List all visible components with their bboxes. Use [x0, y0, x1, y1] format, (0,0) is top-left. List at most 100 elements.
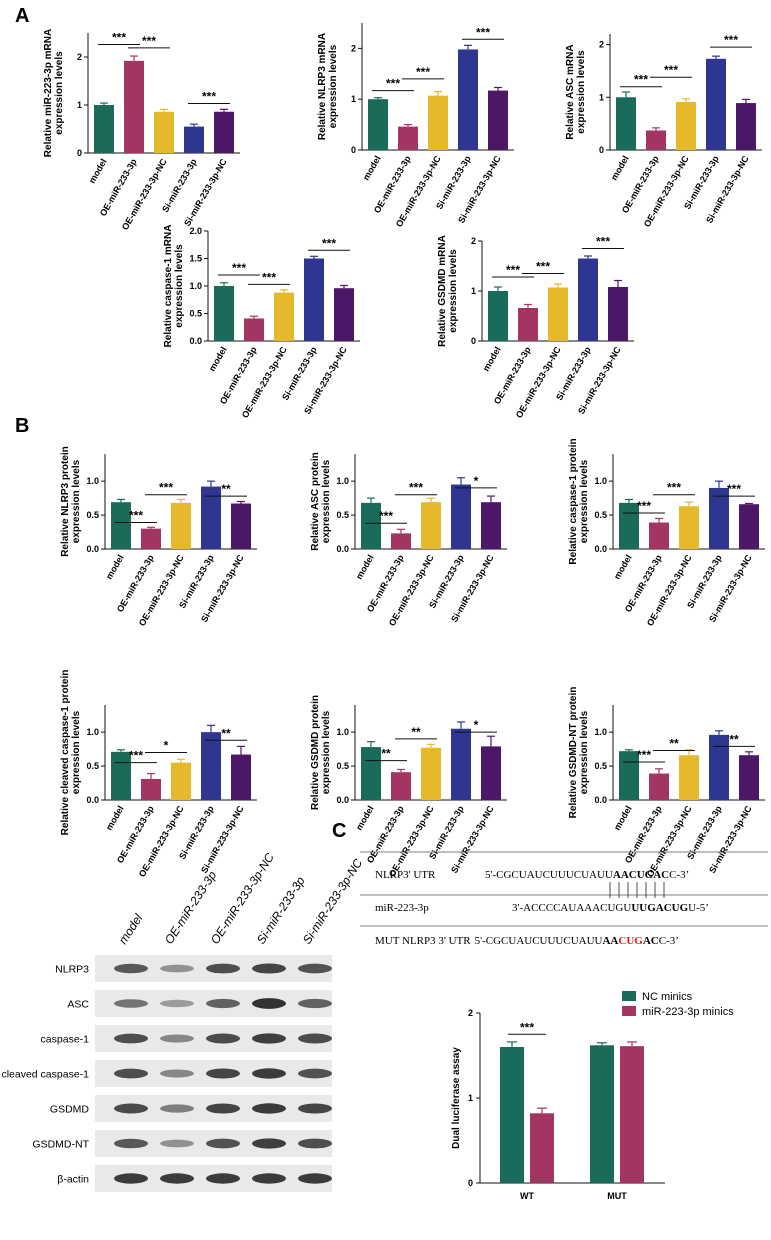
y-tick-label: 0.5: [336, 510, 349, 520]
blot-lane-header-4: Si-miR-233-3p-NC: [300, 856, 366, 947]
bar-0: [619, 502, 639, 549]
bar-4: [334, 288, 354, 341]
bar-1: [391, 533, 411, 549]
bar-1: [646, 130, 666, 150]
sig-label: ***: [596, 235, 610, 249]
blot-row-label-1: ASC: [67, 999, 89, 1011]
blot-lane-header-0: model: [116, 911, 146, 946]
bar-3: [451, 728, 471, 800]
x-tick-label: model: [104, 553, 126, 581]
bar-4: [481, 502, 501, 549]
sig-label: ***: [664, 63, 678, 77]
bar-1: [518, 308, 538, 341]
sig-label: ***: [159, 481, 173, 495]
bar-1: [124, 60, 144, 154]
y-axis-label: Relative GSDMD-NT protein: [568, 687, 579, 819]
bar-chart-2: 0 1 2 Relative ASC mRNA expression levels mod…: [565, 33, 762, 229]
y-axis-label: Relative caspase-1 mRNA: [163, 225, 174, 348]
y-axis-label: expression levels: [579, 459, 590, 543]
bar-1: [391, 772, 411, 800]
sig-label: *: [474, 718, 479, 732]
bar-2: [154, 111, 174, 153]
y-tick-label: 0.0: [336, 544, 349, 554]
y-tick-label: 1.0: [594, 476, 607, 486]
seq-row1: 5'-CGCUAUCUUUCUAUUAACUGACC-3’: [485, 869, 689, 881]
sig-label: ***: [506, 263, 520, 277]
x-tick-label: WT: [520, 1191, 534, 1201]
y-tick-label: 0: [468, 1178, 473, 1188]
bar-2: [171, 762, 191, 800]
blot-band-2-1: [160, 1034, 194, 1043]
y-tick-label: 0: [599, 145, 604, 155]
sig-label: **: [221, 726, 231, 740]
bar-4: [608, 287, 628, 341]
legend-label-1: miR-223-3p minics: [642, 1006, 734, 1018]
sig-label: ***: [416, 65, 430, 79]
seq-row2-label: miR-223-3p: [375, 902, 429, 914]
y-tick-label: 0: [351, 145, 356, 155]
y-axis-label: Dual luciferase assay: [451, 1047, 462, 1149]
blot-band-1-0: [114, 999, 148, 1008]
seq-row1-suffix: C-3’: [669, 869, 689, 881]
bar-3: [578, 258, 598, 341]
seq-row3-bold-start: AA: [602, 935, 618, 947]
y-axis-label: Relative ASC mRNA: [565, 44, 576, 139]
y-tick-label: 2: [599, 40, 604, 50]
bar-2: [428, 95, 448, 150]
y-axis-label: expression levels: [328, 44, 339, 128]
sig-label: ***: [129, 509, 143, 523]
blot-band-5-4: [298, 1138, 332, 1149]
sig-label: ***: [142, 34, 156, 48]
y-axis-label: Relative NLRP3 protein: [60, 446, 71, 557]
x-tick-label: model: [609, 154, 631, 182]
bar-2: [421, 747, 441, 800]
x-tick-label: model: [612, 553, 634, 581]
blot-band-4-0: [114, 1103, 148, 1114]
sig-label: **: [381, 747, 391, 761]
y-tick-label: 1.0: [594, 727, 607, 737]
y-axis-label: Relative cleaved caspase-1 protein: [60, 670, 71, 836]
y-tick-label: 0.0: [336, 795, 349, 805]
sig-label: ***: [386, 77, 400, 91]
bar-2: [679, 506, 699, 549]
bar-chart-10: 0.0 0.5 1.0 Relative GSDMD-NT protein expres…: [568, 687, 765, 879]
sig-label: ***: [322, 236, 336, 250]
blot-band-5-1: [160, 1139, 194, 1148]
y-tick-label: 2: [351, 43, 356, 53]
y-tick-label: 1.0: [86, 476, 99, 486]
bar-0: [111, 751, 131, 800]
seq-row2: 3'-ACCCCAUAAACUGUUUGACUGU-5’: [512, 902, 709, 914]
x-tick-label: model: [354, 804, 376, 832]
bar-2: [274, 292, 294, 341]
sig-label: **: [221, 482, 231, 496]
bar-1: [244, 318, 264, 341]
y-tick-label: 1: [599, 92, 604, 102]
bar-3: [201, 732, 221, 800]
y-tick-label: 1.0: [86, 727, 99, 737]
bar-chart-4: 0 1 2 Relative GSDMD mRNA expression levels m…: [437, 235, 634, 420]
blot-band-0-2: [206, 963, 240, 974]
sig-label: ***: [202, 90, 216, 104]
bar-2: [676, 102, 696, 150]
bar-WT-1: [530, 1113, 554, 1183]
bar-4: [736, 103, 756, 150]
blot-band-2-2: [206, 1033, 240, 1044]
bar-chart-3: 0.0 0.5 1.0 1.5 2.0 Relative caspase-1 mRNA ex…: [163, 225, 360, 420]
panel-label-b: B: [15, 415, 29, 437]
bar-4: [214, 111, 234, 153]
legend-label-0: NC minics: [642, 991, 693, 1003]
seq-row2-suffix: U-5’: [688, 902, 709, 914]
bar-WT-0: [500, 1047, 524, 1183]
bar-0: [488, 291, 508, 341]
blot-band-0-0: [114, 963, 148, 974]
seq-row3-mutation: CUG: [618, 935, 643, 947]
bar-4: [739, 504, 759, 549]
sig-label: ***: [129, 749, 143, 763]
blot-band-1-2: [206, 998, 240, 1009]
y-tick-label: 1: [77, 100, 82, 110]
y-tick-label: 2: [471, 236, 476, 246]
bar-4: [481, 746, 501, 800]
legend-swatch-0: [622, 991, 636, 1001]
sig-label: ***: [520, 1020, 534, 1034]
